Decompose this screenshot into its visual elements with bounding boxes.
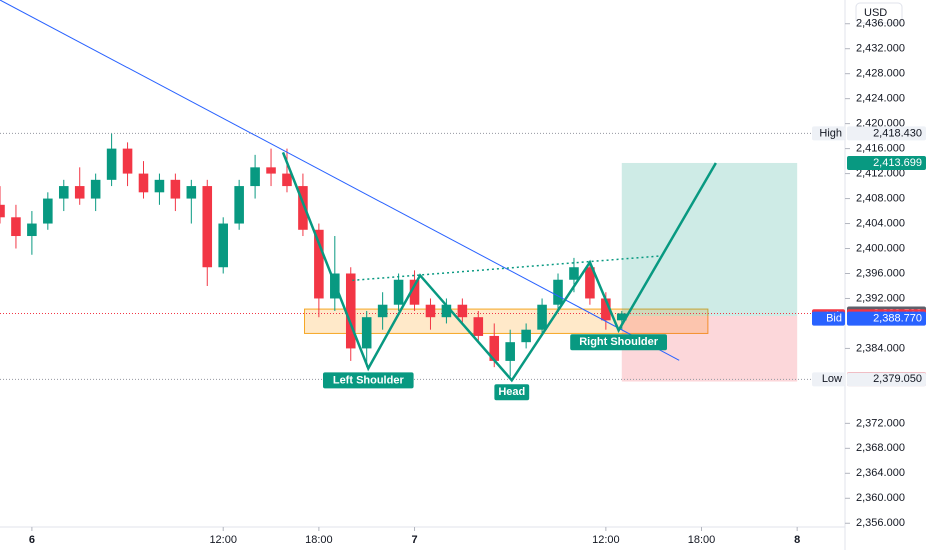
x-tick-label: 6 [29, 534, 35, 546]
currency[interactable]: USD [864, 7, 887, 19]
price-label-box [847, 155, 926, 170]
candle-body [234, 186, 244, 224]
candle-body [377, 304, 388, 318]
y-tick-label: 2,360.000 [856, 492, 905, 504]
y-tick-label: 2,384.000 [856, 342, 905, 354]
currency-button[interactable] [855, 2, 903, 24]
y-tick-label: 2,428.000 [856, 68, 905, 80]
candle-body [154, 179, 165, 193]
price-label-box [847, 311, 926, 326]
candle-body [0, 204, 5, 218]
price-label-box [847, 126, 926, 141]
candle-body [122, 148, 133, 174]
y-tick-label: 2,420.000 [856, 118, 905, 130]
price-name-box [812, 372, 845, 387]
candle-body [617, 313, 627, 321]
y-tick-label: 2,364.000 [856, 467, 905, 479]
candle-body [186, 186, 197, 199]
x-tick-label: 7 [411, 534, 417, 546]
y-tick-label: 2,416.000 [856, 143, 905, 155]
y-tick-label: 2,432.000 [856, 43, 905, 55]
x-tick-label: 8 [794, 534, 800, 546]
candle-body [553, 279, 563, 305]
neckline [352, 255, 661, 282]
candle-body [106, 148, 117, 180]
candle-body [457, 304, 468, 318]
y-tick-label: 2,412.000 [856, 167, 905, 179]
candle-body [505, 342, 515, 361]
y-tick-label: 2,404.000 [856, 217, 905, 229]
candle-body [138, 173, 149, 193]
candle-body [74, 186, 85, 199]
zone [304, 308, 709, 334]
candle-body [27, 223, 37, 237]
candle-body [314, 229, 324, 299]
price-label-box [847, 372, 926, 387]
candle-body [170, 179, 181, 199]
y-tick-label: 2,356.000 [856, 517, 905, 529]
head-shoulders-pattern [281, 151, 717, 383]
annotation: Head [498, 386, 525, 398]
candle-body [409, 279, 420, 305]
price-name: Low [822, 373, 842, 385]
candle-body [250, 167, 260, 187]
candle-body [585, 267, 595, 299]
x-tick-label: 18:00 [688, 534, 716, 546]
price-label: 2,418.430 [873, 127, 922, 139]
zone [621, 162, 798, 316]
candle-body [425, 304, 436, 318]
candle-body [489, 335, 500, 361]
annotation-box [494, 384, 530, 401]
candle-body [441, 304, 452, 318]
price-label: 2,388.770 [873, 313, 922, 325]
candle-body [361, 317, 372, 349]
x-tick-label: 12:00 [592, 534, 620, 546]
candle-body [473, 317, 484, 336]
candle-body [43, 198, 53, 224]
candle-body [345, 273, 356, 349]
price-name-box [812, 126, 845, 141]
candle-body [298, 186, 308, 230]
price-label: 2,413.699 [873, 157, 922, 169]
price-label: 2,379.050 [873, 373, 922, 385]
annotation: Left Shoulder [333, 374, 405, 386]
candle-body [266, 167, 276, 174]
candle-body [601, 298, 611, 321]
candle-body [202, 186, 213, 268]
candle-body [537, 304, 547, 330]
y-tick-label: 2,368.000 [856, 442, 905, 454]
candle-body [282, 173, 292, 187]
y-tick-label: 2,424.000 [856, 93, 905, 105]
candle-body [569, 267, 579, 280]
candle-body [58, 186, 69, 199]
candle-body [393, 279, 404, 305]
candle-body [218, 223, 228, 268]
y-tick-label: 2,392.000 [856, 292, 905, 304]
y-tick-label: 2,408.000 [856, 192, 905, 204]
candle-body [90, 179, 101, 199]
price-name: High [819, 127, 842, 139]
price-name-box [812, 311, 845, 326]
annotation-box [322, 372, 414, 389]
candle-body [521, 329, 531, 343]
x-tick-label: 18:00 [305, 534, 333, 546]
price-name: Bid [826, 313, 842, 325]
x-tick-label: 12:00 [209, 534, 237, 546]
y-tick-label: 2,400.000 [856, 242, 905, 254]
y-tick-label: 2,372.000 [856, 417, 905, 429]
annotation-box [570, 334, 668, 351]
y-tick-label: 2,396.000 [856, 267, 905, 279]
annotation: Right Shoulder [579, 336, 659, 348]
y-tick-label: 2,436.000 [856, 18, 905, 30]
candle-body [11, 217, 21, 237]
